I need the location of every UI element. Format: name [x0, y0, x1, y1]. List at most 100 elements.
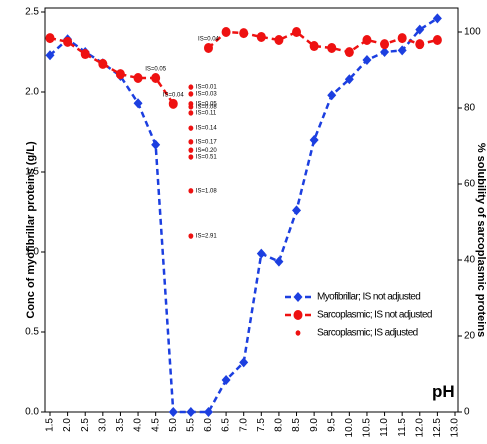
- data-point: [432, 34, 442, 45]
- point-label: IS=0.05: [196, 101, 218, 107]
- x-tick-label: 12.0: [414, 418, 425, 438]
- legend-label: Myofibrillar; IS not adjusted: [317, 292, 420, 303]
- data-point: [397, 33, 407, 44]
- data-point: [292, 27, 302, 37]
- data-point: [188, 91, 194, 97]
- data-point: [63, 36, 73, 47]
- x-tick-label: 13.0: [450, 418, 461, 438]
- point-label: IS=0.08: [196, 104, 218, 110]
- y2-tick-label: 40: [464, 255, 476, 266]
- data-point: [380, 47, 390, 57]
- data-point: [397, 45, 407, 56]
- y2-tick-label: 80: [464, 103, 476, 114]
- data-point: [309, 135, 319, 145]
- x-tick-label: 4.5: [150, 418, 161, 432]
- x-tick-label: 8.0: [274, 418, 285, 432]
- point-label: IS=0.11: [196, 111, 217, 117]
- plot-frame: [44, 7, 459, 413]
- x-tick-label: 1.5: [45, 418, 56, 432]
- x-tick-label: 4.0: [133, 418, 144, 432]
- y-axis-label: Conc of myofibrillar proteins (g/L): [25, 141, 37, 319]
- x-tick-label: 8.5: [291, 418, 302, 432]
- data-point: [309, 41, 319, 52]
- x-tick-label: 5.0: [168, 418, 179, 432]
- legend-marker: [293, 310, 303, 320]
- x-tick-label: 5.5: [186, 418, 197, 432]
- point-label: IS=0.14: [196, 126, 218, 132]
- point-label: IS=0.04: [163, 92, 185, 98]
- data-point: [188, 84, 194, 90]
- x-tick-label: 11.0: [379, 418, 390, 437]
- data-point: [98, 58, 108, 69]
- data-point: [188, 139, 194, 145]
- data-point: [188, 154, 194, 160]
- data-point: [186, 407, 196, 417]
- data-point: [239, 28, 249, 39]
- data-point: [188, 110, 194, 116]
- data-point: [203, 407, 213, 417]
- x-tick-label: 6.5: [221, 418, 232, 432]
- data-point: [80, 49, 90, 60]
- x-tick-label: 10.5: [362, 418, 373, 438]
- data-point: [45, 33, 55, 44]
- data-point: [133, 98, 143, 109]
- point-label: IS=0.04: [198, 37, 220, 43]
- x-tick-label: 7.0: [238, 418, 249, 432]
- x-tick-label: 7.5: [256, 418, 267, 432]
- y2-tick-label: 100: [464, 27, 481, 38]
- point-label: IS=0.01: [196, 85, 218, 91]
- y2-tick-label: 0: [464, 407, 470, 418]
- point-label: IS=0.03: [196, 92, 218, 98]
- data-point: [327, 90, 337, 101]
- point-label: IS=1.08: [196, 188, 218, 194]
- y2-tick-label: 60: [464, 179, 476, 190]
- data-point: [380, 39, 390, 50]
- legend-marker: [295, 330, 301, 336]
- x-tick-label: 2.5: [80, 418, 91, 432]
- data-point: [362, 34, 372, 45]
- x-tick-label: 12.5: [432, 418, 443, 438]
- x-tick-label: 9.5: [326, 418, 337, 432]
- data-point: [45, 50, 55, 61]
- data-point: [344, 74, 354, 85]
- data-point: [362, 55, 372, 65]
- data-point: [256, 31, 266, 42]
- data-point: [344, 47, 354, 58]
- data-point: [239, 357, 249, 368]
- data-point: [432, 13, 442, 24]
- point-label: IS=0.17: [196, 139, 218, 145]
- point-label: IS=2.91: [196, 234, 218, 240]
- data-point: [203, 42, 213, 53]
- y-tick-label: 1.5: [25, 167, 39, 178]
- data-point: [415, 39, 425, 50]
- x-tick-label: 3.0: [97, 418, 108, 432]
- x-tick-label: 6.0: [203, 418, 214, 432]
- data-point: [188, 147, 194, 153]
- point-label: IS=0.20: [196, 148, 218, 154]
- legend-label: Sarcoplasmic; IS adjusted: [317, 328, 418, 339]
- x-tick-label: 10.0: [344, 418, 355, 438]
- data-point: [415, 24, 425, 35]
- data-point: [168, 98, 178, 109]
- data-point: [133, 72, 143, 83]
- data-point: [292, 205, 302, 216]
- data-point: [188, 104, 194, 110]
- x-axis-label: pH: [432, 382, 455, 401]
- data-point: [168, 407, 178, 417]
- data-point: [274, 34, 284, 45]
- x-tick-label: 11.5: [397, 418, 408, 437]
- data-point: [151, 72, 161, 83]
- point-label: IS=0.51: [196, 155, 218, 161]
- x-tick-label: 3.5: [115, 418, 126, 432]
- y2-tick-label: 20: [464, 331, 476, 342]
- data-point: [188, 233, 194, 239]
- data-point: [188, 125, 194, 131]
- data-point: [221, 375, 231, 385]
- y-tick-label: 0.5: [25, 327, 39, 338]
- data-point: [274, 256, 284, 267]
- data-point: [327, 42, 337, 53]
- data-point: [151, 139, 161, 150]
- legend-marker: [293, 292, 303, 302]
